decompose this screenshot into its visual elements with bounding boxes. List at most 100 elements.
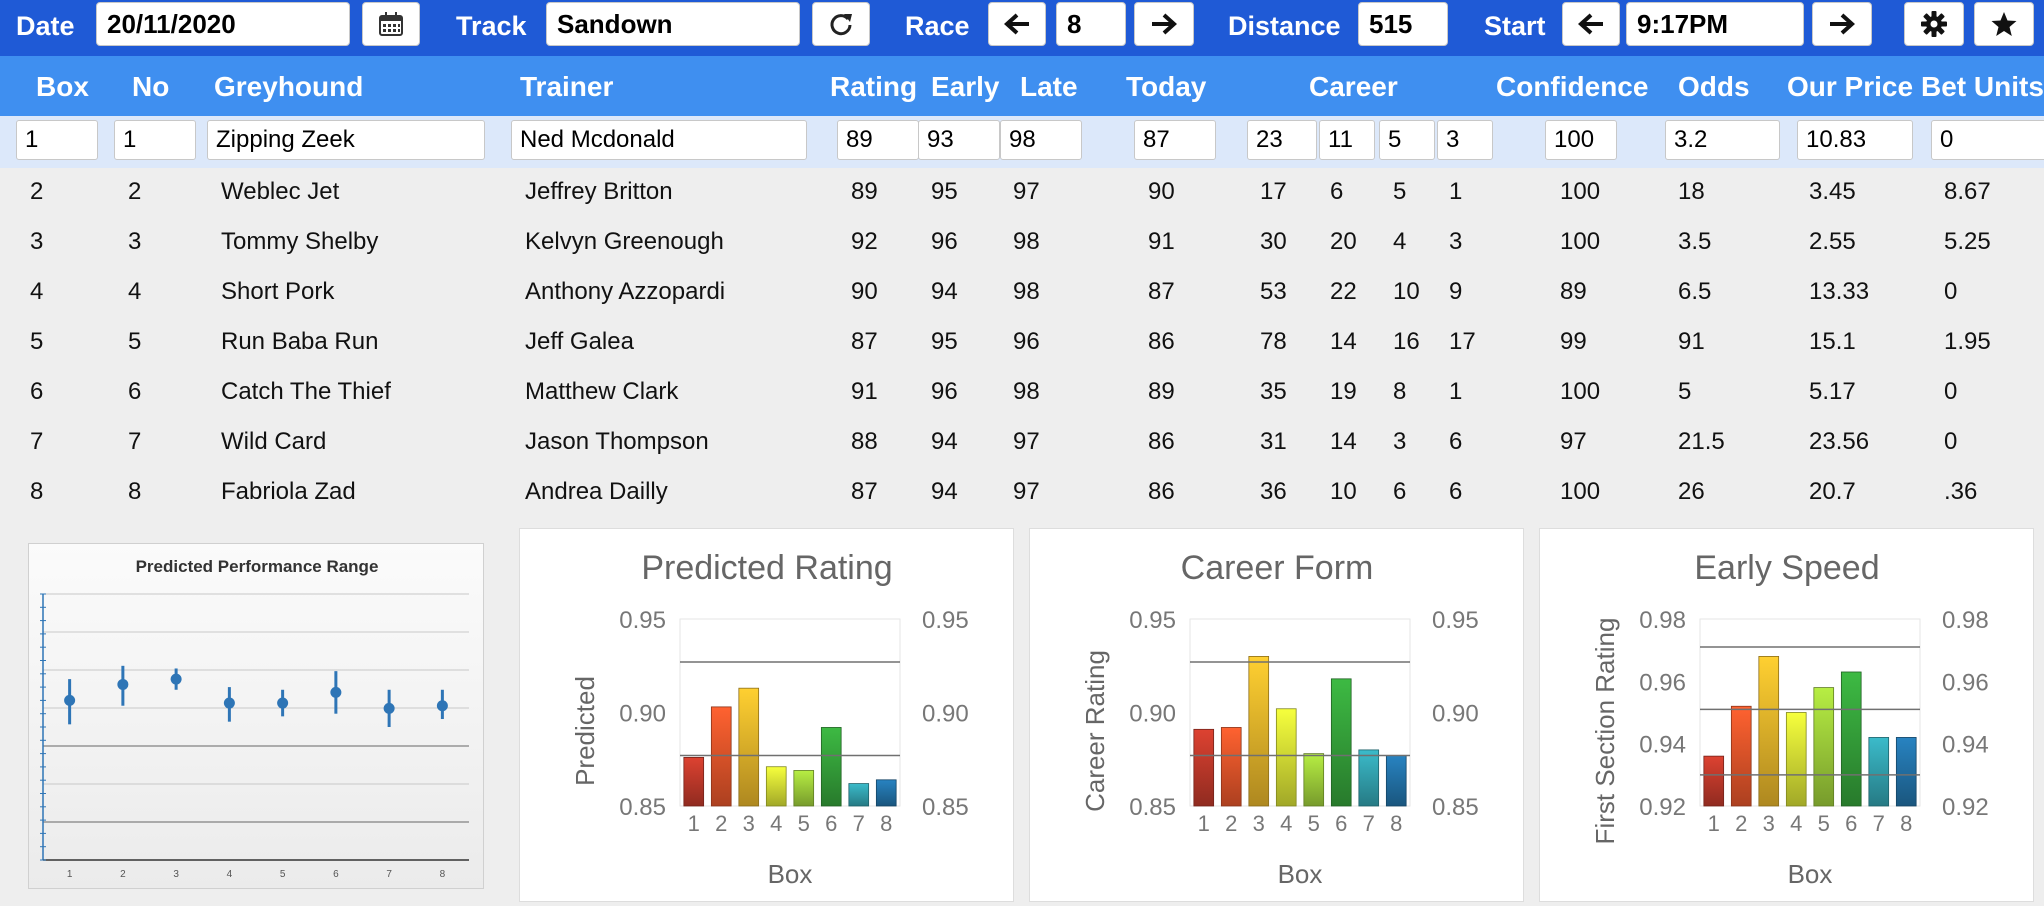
bar [1358, 749, 1380, 807]
rating-input[interactable] [837, 120, 919, 160]
col-trainer[interactable]: Trainer [520, 71, 614, 102]
date-input[interactable] [96, 2, 350, 46]
early-cell: 95 [931, 328, 958, 355]
arrow-right-icon [1830, 13, 1855, 35]
y-tick-label-left: 0.90 [619, 701, 666, 728]
y-tick-label-right: 0.90 [1432, 701, 1479, 728]
settings-button[interactable] [1904, 2, 1964, 46]
bar [738, 687, 760, 807]
our-price-cell: 5.17 [1809, 378, 1856, 405]
col-early[interactable]: Early [931, 71, 1000, 102]
col-greyhound[interactable]: Greyhound [214, 71, 364, 102]
career-thirds-cell: 17 [1449, 328, 1476, 355]
our-price-input[interactable] [1797, 120, 1913, 160]
refresh-button[interactable] [812, 2, 870, 46]
x-tick-label: 6 [1845, 811, 1857, 836]
race-next-button[interactable] [1134, 2, 1194, 46]
y-tick-label-right: 0.95 [1432, 607, 1479, 634]
toolbar: Date Track Race Distance Start [0, 0, 2044, 56]
career-thirds-cell: 6 [1449, 478, 1463, 505]
y-axis-label: Career Rating [1080, 650, 1110, 812]
col-our-price[interactable]: Our Price [1787, 71, 1914, 102]
table-row[interactable]: 6 6 Catch The Thief Matthew Clark 91 96 … [0, 377, 2044, 427]
today-input[interactable] [1134, 120, 1216, 160]
career-wins-input[interactable] [1319, 120, 1375, 160]
table-row[interactable]: 8 8 Fabriola Zad Andrea Dailly 87 94 97 … [0, 477, 2044, 527]
start-next-button[interactable] [1812, 2, 1872, 46]
odds-cell: 18 [1678, 178, 1705, 205]
our-price-cell: 2.55 [1809, 228, 1856, 255]
no-input[interactable] [114, 120, 196, 160]
start-label: Start [1484, 11, 1546, 41]
y-tick-label-left: 0.85 [619, 794, 666, 821]
col-confidence[interactable]: Confidence [1496, 71, 1649, 102]
track-label: Track [456, 11, 527, 41]
x-axis-label: Box [1278, 859, 1323, 889]
trainer-cell: Anthony Azzopardi [525, 278, 726, 305]
col-box[interactable]: Box [36, 71, 89, 102]
odds-input[interactable] [1665, 120, 1780, 160]
bar [1840, 671, 1862, 807]
table-row[interactable]: 2 2 Weblec Jet Jeffrey Britton 89 95 97 … [0, 177, 2044, 227]
table-body: 2 2 Weblec Jet Jeffrey Britton 89 95 9 7 … [0, 168, 2044, 518]
rating-cell: 89 [851, 178, 878, 205]
table-row[interactable]: 4 4 Short Pork Anthony Azzopardi 90 94 9… [0, 277, 2044, 327]
career-seconds-cell: 8 [1393, 378, 1407, 405]
star-icon [1991, 12, 2017, 36]
odds-cell: 26 [1678, 478, 1705, 505]
greyhound-input[interactable] [207, 120, 485, 160]
arrow-left-icon [1578, 13, 1603, 35]
confidence-input[interactable] [1545, 120, 1617, 160]
bet-units-input[interactable] [1931, 120, 2044, 160]
x-tick-label: 8 [880, 811, 892, 836]
race-input[interactable] [1056, 2, 1126, 46]
calendar-button[interactable] [362, 2, 420, 46]
col-rating[interactable]: Rating [830, 71, 918, 102]
bar [1220, 727, 1242, 807]
col-no[interactable]: No [132, 71, 170, 102]
col-late[interactable]: Late [1020, 71, 1078, 102]
col-today[interactable]: Today [1126, 71, 1207, 102]
trainer-input[interactable] [511, 120, 807, 160]
table-row[interactable]: 5 5 Run Baba Run Jeff Galea 87 95 96 86 … [0, 327, 2044, 377]
distance-input[interactable] [1358, 2, 1448, 46]
start-prev-button[interactable] [1562, 2, 1620, 46]
early-cell: 94 [931, 428, 958, 455]
chart-title: Early Speed [1694, 549, 1879, 587]
career-seconds-cell: 5 [1393, 178, 1407, 205]
career-wins-cell: 14 [1330, 428, 1357, 455]
box-input[interactable] [16, 120, 98, 160]
x-tick-label: 8 [1390, 811, 1402, 836]
table-row[interactable]: 7 7 Wild Card Jason Thompson 88 94 97 86… [0, 427, 2044, 477]
career-seconds-input[interactable] [1379, 120, 1435, 160]
range-point [277, 697, 289, 709]
x-tick-label: 5 [1308, 811, 1320, 836]
y-axis-label: Predicted [570, 676, 600, 786]
x-tick-label: 2 [120, 869, 126, 880]
x-tick-label: 2 [1735, 811, 1747, 836]
range-point [170, 673, 182, 685]
col-bet-units[interactable]: Bet Units [1921, 71, 2044, 102]
rating-cell: 87 [851, 328, 878, 355]
range-point [223, 697, 235, 709]
col-career[interactable]: Career [1309, 71, 1398, 102]
our-price-cell: 13.33 [1809, 278, 1870, 305]
late-input[interactable] [1000, 120, 1082, 160]
confidence-cell: 100 [1560, 378, 1601, 405]
trainer-cell: Matthew Clark [525, 378, 679, 405]
career-thirds-cell: 3 [1449, 228, 1463, 255]
predicted-rating-chart: Predicted Rating Box Predicted 0.85 0.85 0… [519, 528, 1014, 902]
career-starts-input[interactable] [1247, 120, 1317, 160]
bet-units-cell: 0 [1944, 378, 1958, 405]
box-cell: 6 [30, 378, 44, 405]
col-odds[interactable]: Odds [1678, 71, 1750, 102]
race-prev-button[interactable] [988, 2, 1046, 46]
career-thirds-input[interactable] [1437, 120, 1493, 160]
table-row[interactable]: 3 3 Tommy Shelby Kelvyn Greenough 92 96 … [0, 227, 2044, 277]
early-input[interactable] [918, 120, 1000, 160]
y-axis-label: First Section Rating [1590, 618, 1620, 845]
favorite-button[interactable] [1974, 2, 2034, 46]
start-input[interactable] [1626, 2, 1804, 46]
today-cell: 91 [1148, 228, 1175, 255]
track-input[interactable] [546, 2, 800, 46]
